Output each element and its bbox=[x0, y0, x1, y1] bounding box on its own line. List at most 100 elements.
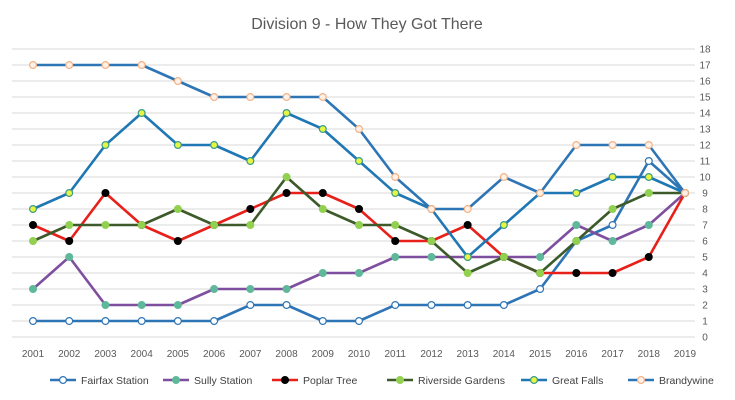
x-tick-label: 2015 bbox=[529, 349, 552, 360]
data-point bbox=[318, 317, 327, 326]
data-point bbox=[173, 237, 182, 246]
x-tick-label: 2002 bbox=[58, 349, 81, 360]
x-tick-label: 2005 bbox=[167, 349, 190, 360]
y-tick-label: 9 bbox=[702, 189, 708, 200]
y-tick-label: 18 bbox=[699, 45, 711, 56]
data-point bbox=[427, 205, 436, 214]
data-point bbox=[101, 141, 110, 150]
y-tick-label: 0 bbox=[702, 333, 708, 344]
data-point bbox=[355, 205, 364, 214]
x-tick-label: 2009 bbox=[312, 349, 335, 360]
data-point bbox=[463, 301, 472, 310]
data-point bbox=[355, 221, 364, 230]
x-tick-label: 2019 bbox=[674, 349, 697, 360]
data-point bbox=[282, 285, 291, 294]
data-point bbox=[391, 237, 400, 246]
x-tick-label: 2004 bbox=[131, 349, 154, 360]
y-tick-label: 7 bbox=[702, 221, 708, 232]
legend-marker bbox=[636, 376, 645, 385]
data-point bbox=[246, 301, 255, 310]
data-point bbox=[427, 253, 436, 262]
data-point bbox=[608, 205, 617, 214]
series-riverside-gardens bbox=[29, 173, 689, 278]
data-point bbox=[608, 173, 617, 182]
data-point bbox=[355, 269, 364, 278]
data-point bbox=[644, 157, 653, 166]
data-point bbox=[282, 108, 291, 117]
series-layer bbox=[29, 60, 689, 326]
data-point bbox=[210, 92, 219, 101]
y-tick-label: 2 bbox=[702, 301, 708, 312]
data-point bbox=[173, 205, 182, 214]
y-tick-label: 8 bbox=[702, 205, 708, 216]
x-tick-label: 2012 bbox=[420, 349, 443, 360]
legend-marker bbox=[281, 376, 290, 385]
y-tick-label: 12 bbox=[699, 141, 711, 152]
data-point bbox=[463, 221, 472, 230]
data-point bbox=[318, 92, 327, 101]
data-point bbox=[282, 301, 291, 310]
legend-item: Sully Station bbox=[163, 375, 253, 387]
data-point bbox=[463, 253, 472, 262]
data-point bbox=[608, 221, 617, 230]
series-brandywine bbox=[29, 60, 689, 214]
data-point bbox=[29, 60, 38, 69]
data-point bbox=[572, 189, 581, 198]
series-poplar-tree bbox=[29, 189, 689, 278]
data-point bbox=[65, 60, 74, 69]
data-point bbox=[137, 301, 146, 310]
data-point bbox=[644, 253, 653, 262]
legend-marker bbox=[172, 376, 181, 385]
y-tick-label: 3 bbox=[702, 285, 708, 296]
data-point bbox=[536, 269, 545, 278]
x-tick-label: 2007 bbox=[239, 349, 262, 360]
legend-marker bbox=[396, 376, 405, 385]
data-point bbox=[572, 237, 581, 246]
data-point bbox=[355, 124, 364, 133]
data-point bbox=[173, 317, 182, 326]
data-point bbox=[246, 221, 255, 230]
x-tick-label: 2016 bbox=[565, 349, 588, 360]
legend-label: Fairfax Station bbox=[81, 375, 149, 387]
y-tick-label: 4 bbox=[702, 269, 708, 280]
data-point bbox=[246, 285, 255, 294]
legend-marker bbox=[529, 376, 538, 385]
data-point bbox=[355, 317, 364, 326]
legend-label: Poplar Tree bbox=[303, 375, 357, 387]
legend-item: Brandywine bbox=[628, 375, 714, 387]
data-point bbox=[282, 189, 291, 198]
x-tick-label: 2014 bbox=[493, 349, 516, 360]
x-tick-label: 2011 bbox=[384, 349, 406, 360]
data-point bbox=[572, 269, 581, 278]
data-point bbox=[391, 301, 400, 310]
x-tick-label: 2006 bbox=[203, 349, 226, 360]
y-tick-label: 17 bbox=[699, 61, 711, 72]
data-point bbox=[246, 205, 255, 214]
data-point bbox=[536, 253, 545, 262]
legend-label: Great Falls bbox=[552, 375, 603, 387]
x-axis-ticks: 2001 2002 2003 2004 2005 2006 2007 2008 2009 2010… bbox=[22, 349, 697, 360]
data-point bbox=[644, 189, 653, 198]
legend-item: Fairfax Station bbox=[50, 375, 149, 387]
data-point bbox=[536, 285, 545, 294]
x-tick-label: 2017 bbox=[601, 349, 624, 360]
data-point bbox=[101, 221, 110, 230]
data-point bbox=[499, 173, 508, 182]
data-point bbox=[173, 301, 182, 310]
data-point bbox=[65, 237, 74, 246]
y-tick-label: 14 bbox=[699, 109, 711, 120]
data-point bbox=[427, 301, 436, 310]
data-point bbox=[391, 173, 400, 182]
data-point bbox=[29, 221, 38, 230]
data-point bbox=[29, 237, 38, 246]
data-point bbox=[427, 237, 436, 246]
legend-label: Brandywine bbox=[659, 375, 714, 387]
data-point bbox=[608, 237, 617, 246]
data-point bbox=[137, 108, 146, 117]
data-point bbox=[391, 221, 400, 230]
legend-item: Great Falls bbox=[521, 375, 603, 387]
y-tick-label: 15 bbox=[699, 93, 711, 104]
